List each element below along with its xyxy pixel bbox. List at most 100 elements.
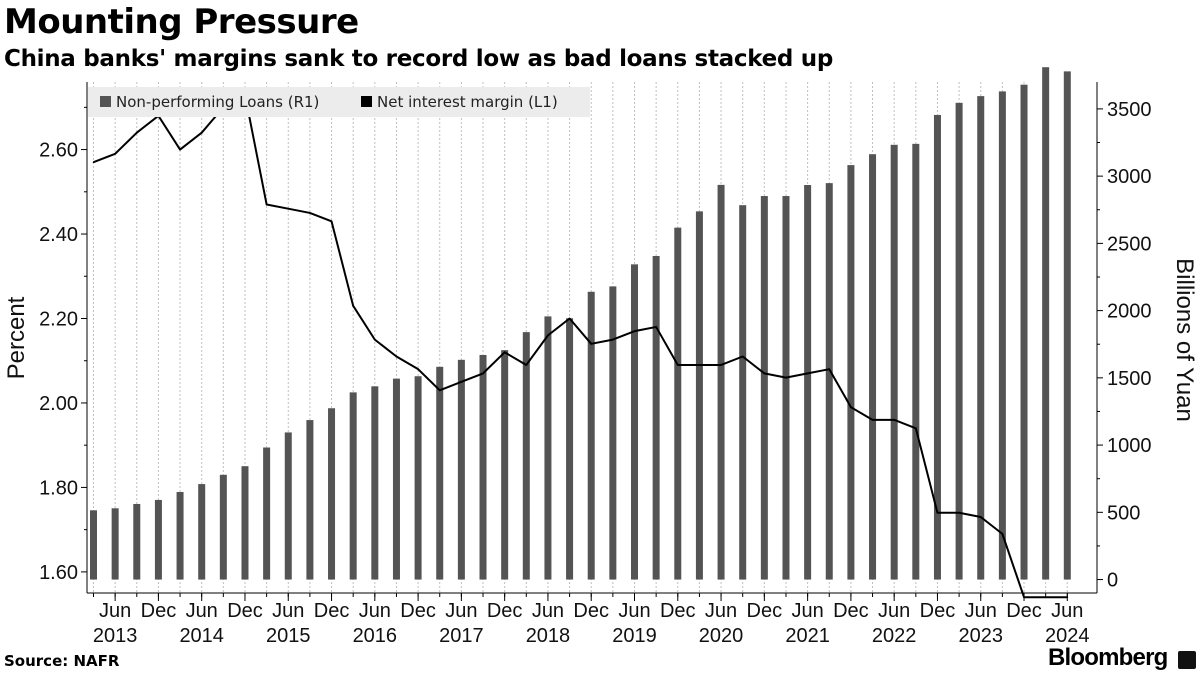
nim-point-2016Q4 [417,368,419,370]
x-year-label: 2014 [179,625,224,647]
y-left-tick-label: 1.80 [39,477,78,499]
nim-point-2019Q2 [633,330,636,332]
x-month-label: Dec [747,600,783,622]
nim-point-2015Q3 [309,212,311,214]
npl-bar-2014Q4 [241,466,249,580]
npl-bar-2018Q1 [522,332,530,580]
x-month-label: Jun [359,600,391,622]
x-month-label: Dec [833,600,869,622]
legend-background [88,87,590,117]
legend-label-nim: Net interest margin (L1) [377,93,558,111]
nim-point-2021Q1 [785,376,787,379]
y-left-tick-label: 2.00 [39,393,78,415]
npl-bar-2021Q4 [847,165,855,580]
npl-bar-2014Q1 [176,492,184,580]
npl-bar-2022Q3 [912,143,920,580]
x-month-label: Jun [445,600,477,622]
npl-bar-2017Q2 [457,359,465,580]
npl-bar-2023Q2 [977,96,985,580]
npl-bar-2016Q1 [349,392,357,580]
x-year-label: 2015 [266,625,311,647]
npl-bar-2024Q1 [1042,67,1050,580]
legend-label-npl: Non-performing Loans (R1) [116,93,319,111]
npl-bar-2013Q1 [90,510,97,580]
nim-point-2018Q2 [547,334,549,337]
x-month-label: Jun [186,600,218,622]
x-month-label: Dec [141,600,177,622]
bloomberg-terminal-icon [1178,651,1196,669]
nim-point-2019Q3 [655,326,657,328]
nim-line [92,93,1069,599]
npl-bars [90,67,1071,580]
nim-point-2016Q2 [374,338,376,341]
x-month-label: Jun [272,600,304,622]
npl-bar-2013Q4 [154,499,162,580]
nim-point-2018Q1 [525,364,528,366]
nim-point-2023Q1 [958,511,960,514]
y-right-tick-label: 500 [1107,502,1140,524]
npl-bar-2021Q3 [825,183,833,580]
x-month-label: Jun [791,600,823,622]
npl-bar-2023Q1 [955,102,963,580]
npl-bar-2020Q3 [739,205,747,580]
npl-bar-2019Q2 [631,264,638,580]
nim-point-2019Q1 [612,338,614,341]
nim-point-2016Q3 [395,355,398,358]
npl-bar-2019Q3 [652,256,660,580]
x-month-label: Dec [487,600,523,622]
legend-swatch-nim [361,96,372,107]
nim-point-2019Q4 [676,364,679,366]
nim-point-2013Q3 [135,131,138,134]
bloomberg-logo: Bloomberg [1048,644,1168,671]
x-month-label: Dec [1006,600,1042,622]
npl-bar-2018Q2 [544,316,552,580]
y-axis-left-title: Percent [3,296,30,379]
nim-point-2023Q3 [1001,533,1004,535]
npl-bar-2014Q3 [219,474,227,580]
x-month-label: Dec [227,600,263,622]
source-note: Source: NAFR [4,652,120,670]
nim-point-2017Q4 [503,351,506,354]
nim-point-2020Q3 [741,355,744,358]
nim-point-2013Q1 [92,161,95,164]
nim-point-2024Q1 [1044,596,1047,599]
nim-point-2013Q2 [114,152,116,155]
npl-bar-2021Q1 [782,196,790,580]
npl-bar-2015Q1 [263,447,271,580]
x-month-label: Dec [573,600,609,622]
x-month-label: Dec [660,600,696,622]
nim-point-2022Q2 [893,419,895,421]
x-month-label: Dec [920,600,956,622]
nim-point-2022Q4 [936,511,939,514]
legend: Non-performing Loans (R1) Net interest m… [88,87,590,117]
npl-bar-2014Q2 [198,484,206,580]
nim-point-2015Q4 [330,220,333,223]
nim-point-2017Q1 [438,389,441,392]
nim-point-2020Q4 [763,372,766,375]
npl-bar-2016Q2 [371,386,379,580]
npl-bar-2018Q4 [587,291,595,580]
nim-point-2014Q1 [179,148,181,151]
x-month-label: Jun [965,600,997,622]
legend-swatch-npl [100,96,111,107]
npl-bar-2015Q3 [306,420,314,580]
npl-bar-2017Q3 [479,354,487,580]
y-left-tick-label: 2.20 [39,308,78,330]
nim-point-2014Q2 [200,131,203,134]
x-year-label: 2016 [353,625,398,647]
npl-bar-2015Q2 [284,432,292,580]
x-year-label: 2017 [439,625,484,647]
nim-point-2017Q3 [482,372,484,375]
x-year-label: 2019 [612,625,657,647]
nim-point-2023Q4 [1023,596,1025,599]
y-axis-right-title: Billions of Yuan [1171,258,1198,422]
x-month-label: Jun [878,600,910,622]
npl-bar-2013Q2 [111,508,119,580]
x-month-label: Jun [705,600,737,622]
npl-bar-2016Q4 [414,376,422,580]
npl-bar-2018Q3 [566,318,574,580]
x-month-label: Dec [400,600,436,622]
npl-bar-2023Q3 [998,91,1006,580]
x-year-label: 2020 [699,625,744,647]
